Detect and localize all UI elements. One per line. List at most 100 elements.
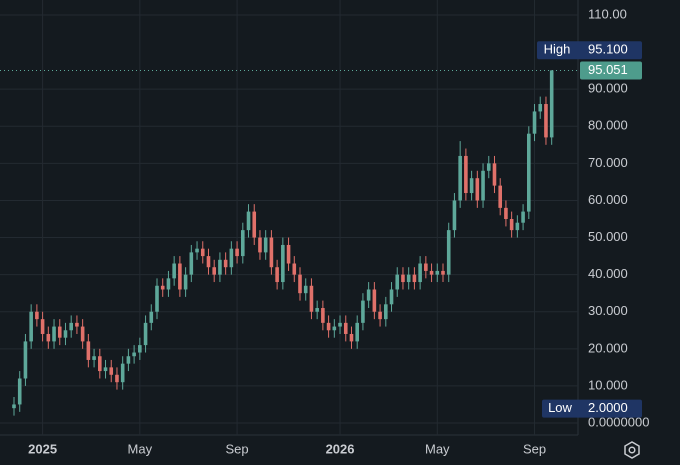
- candle-body: [326, 322, 331, 331]
- candle-body: [498, 185, 502, 208]
- candle-body: [286, 244, 291, 264]
- candle-body: [527, 133, 531, 212]
- candle-body: [384, 304, 388, 320]
- candle-body: [200, 248, 205, 257]
- candle-body: [521, 211, 525, 223]
- y-tick-label: 0.0000000: [588, 414, 649, 429]
- candle-body: [429, 270, 434, 275]
- low-box: [542, 399, 642, 418]
- candle-body: [52, 326, 56, 342]
- candle-body: [132, 352, 136, 357]
- x-tick-label: Sep: [226, 441, 249, 456]
- candle-body: [303, 285, 308, 294]
- candle-body: [372, 289, 377, 312]
- candle-body: [361, 300, 365, 323]
- candle-body: [481, 170, 485, 201]
- candle-body: [401, 274, 405, 283]
- candle-body: [241, 230, 245, 257]
- candle-body: [321, 308, 325, 323]
- candle-body: [138, 345, 142, 353]
- candle-body: [63, 330, 68, 338]
- candle-body: [212, 267, 216, 275]
- candle-body: [263, 237, 268, 253]
- candle-body: [469, 178, 474, 194]
- x-tick-label: 2025: [28, 441, 57, 456]
- y-tick-label: 80.000: [588, 118, 628, 133]
- low-label: Low: [548, 400, 572, 415]
- candle-body: [315, 308, 319, 312]
- candle-body: [412, 274, 417, 283]
- candle-body: [29, 311, 33, 342]
- candle-body: [57, 326, 62, 338]
- candle-body: [23, 341, 28, 379]
- candle-body: [189, 252, 194, 275]
- candle-body: [12, 404, 16, 409]
- candle-body: [269, 237, 274, 268]
- candle-body: [292, 263, 297, 275]
- candle-body: [195, 248, 199, 253]
- y-tick-label: 60.000: [588, 192, 628, 207]
- candle-body: [252, 211, 257, 238]
- candle-body: [183, 274, 188, 290]
- candle-body: [458, 155, 462, 201]
- candle-body: [120, 363, 125, 383]
- candle-body: [395, 274, 400, 290]
- y-tick-label: 50.000: [588, 229, 628, 244]
- y-tick-label: 70.000: [588, 155, 628, 170]
- candle-body: [69, 322, 73, 331]
- candle-body: [160, 285, 165, 290]
- candle-body: [406, 274, 411, 283]
- low-value: 2.0000: [588, 400, 628, 415]
- candle-body: [366, 289, 371, 301]
- y-tick-label: 30.000: [588, 303, 628, 318]
- candle-body: [343, 322, 348, 334]
- settings-center: [628, 446, 636, 454]
- x-tick-label: May: [128, 441, 153, 456]
- candle-body: [172, 263, 176, 279]
- candle-body: [223, 259, 228, 268]
- candle-body: [103, 367, 108, 372]
- candle-body: [418, 263, 422, 283]
- candle-body: [115, 374, 119, 383]
- candle-body: [549, 70, 554, 138]
- candle-body: [35, 311, 39, 320]
- candle-body: [126, 356, 131, 364]
- candle-body: [166, 278, 171, 290]
- candle-body: [206, 256, 211, 268]
- candle-body: [86, 341, 91, 360]
- candle-body: [475, 178, 480, 201]
- candle-body: [281, 244, 285, 283]
- candle-body: [486, 163, 491, 171]
- candle-body: [218, 259, 222, 275]
- candle-body: [178, 263, 182, 290]
- candle-body: [143, 322, 148, 346]
- high-box: [537, 41, 642, 60]
- candle-body: [538, 104, 543, 112]
- candle-body: [46, 333, 51, 342]
- x-tick-label: Sep: [523, 441, 546, 456]
- candle-body: [332, 326, 337, 331]
- candle-body: [464, 155, 468, 194]
- settings-icon[interactable]: [624, 441, 640, 459]
- x-tick-label: May: [425, 441, 450, 456]
- candle-body: [258, 237, 262, 253]
- candle-body: [98, 356, 102, 372]
- y-tick-label: 90.000: [588, 81, 628, 96]
- candle-body: [109, 367, 114, 375]
- candle-body: [424, 263, 428, 271]
- candle-body: [338, 322, 342, 327]
- high-value: 95.100: [588, 42, 628, 57]
- candle-body: [80, 326, 85, 342]
- candle-body: [40, 319, 45, 334]
- candle-body: [17, 378, 22, 405]
- candle-body: [275, 267, 279, 283]
- high-label: High: [544, 42, 571, 57]
- candle-body: [544, 104, 548, 138]
- candle-body: [378, 311, 382, 320]
- candle-body: [349, 333, 354, 342]
- x-tick-label: 2026: [326, 441, 355, 456]
- y-tick-label: 20.000: [588, 340, 628, 355]
- candle-body: [235, 248, 239, 257]
- candle-body: [492, 163, 497, 186]
